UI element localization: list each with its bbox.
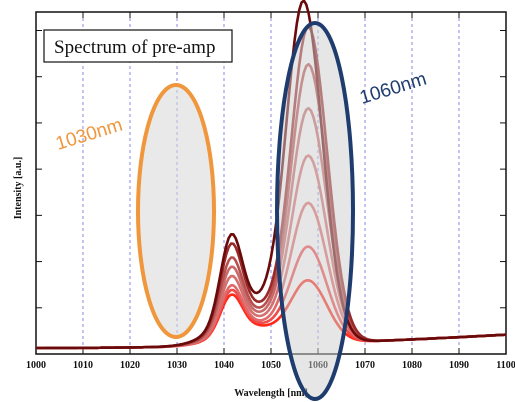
annotation-ellipse-1060 <box>275 21 355 401</box>
x-axis-label: Wavelength [nm] <box>234 388 308 399</box>
x-tick-label: 1000 <box>26 360 46 371</box>
x-tick-label: 1050 <box>261 360 281 371</box>
axis-ticks <box>35 12 507 354</box>
spectrum-series-8 <box>36 0 507 350</box>
x-tick-label: 1020 <box>120 360 140 371</box>
x-tick-label: 1090 <box>449 360 469 371</box>
x-tick-label: 1030 <box>167 360 187 371</box>
annotation-ellipse-1030 <box>136 83 216 339</box>
title-box <box>43 29 233 63</box>
x-tick-label: 1100 <box>496 360 515 371</box>
x-tick-label: 1010 <box>73 360 93 371</box>
spectrum-curves <box>36 0 507 350</box>
chart-title: Spectrum of pre-amp <box>54 37 215 58</box>
x-tick-labels: 1000101010201030104010501060107010801090… <box>26 360 515 371</box>
x-tick-label: 1080 <box>402 360 422 371</box>
x-tick-label: 1070 <box>355 360 375 371</box>
y-axis-label: Intensity [a.u.] <box>13 157 24 220</box>
x-tick-label: 1040 <box>214 360 234 371</box>
